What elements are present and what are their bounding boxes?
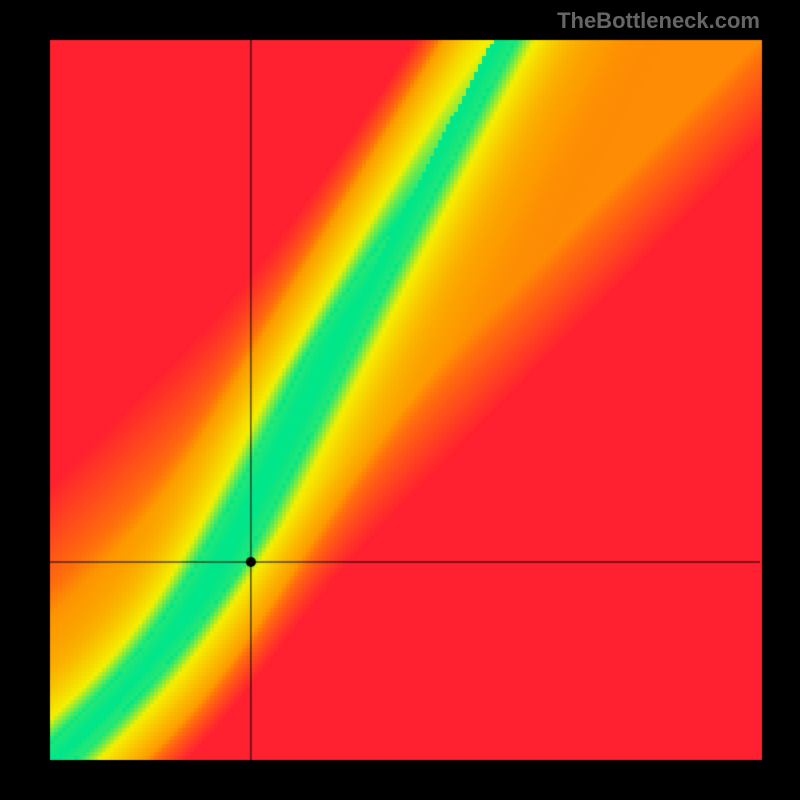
watermark-text: TheBottleneck.com: [557, 8, 760, 34]
chart-container: TheBottleneck.com: [0, 0, 800, 800]
bottleneck-heatmap: [0, 0, 800, 800]
